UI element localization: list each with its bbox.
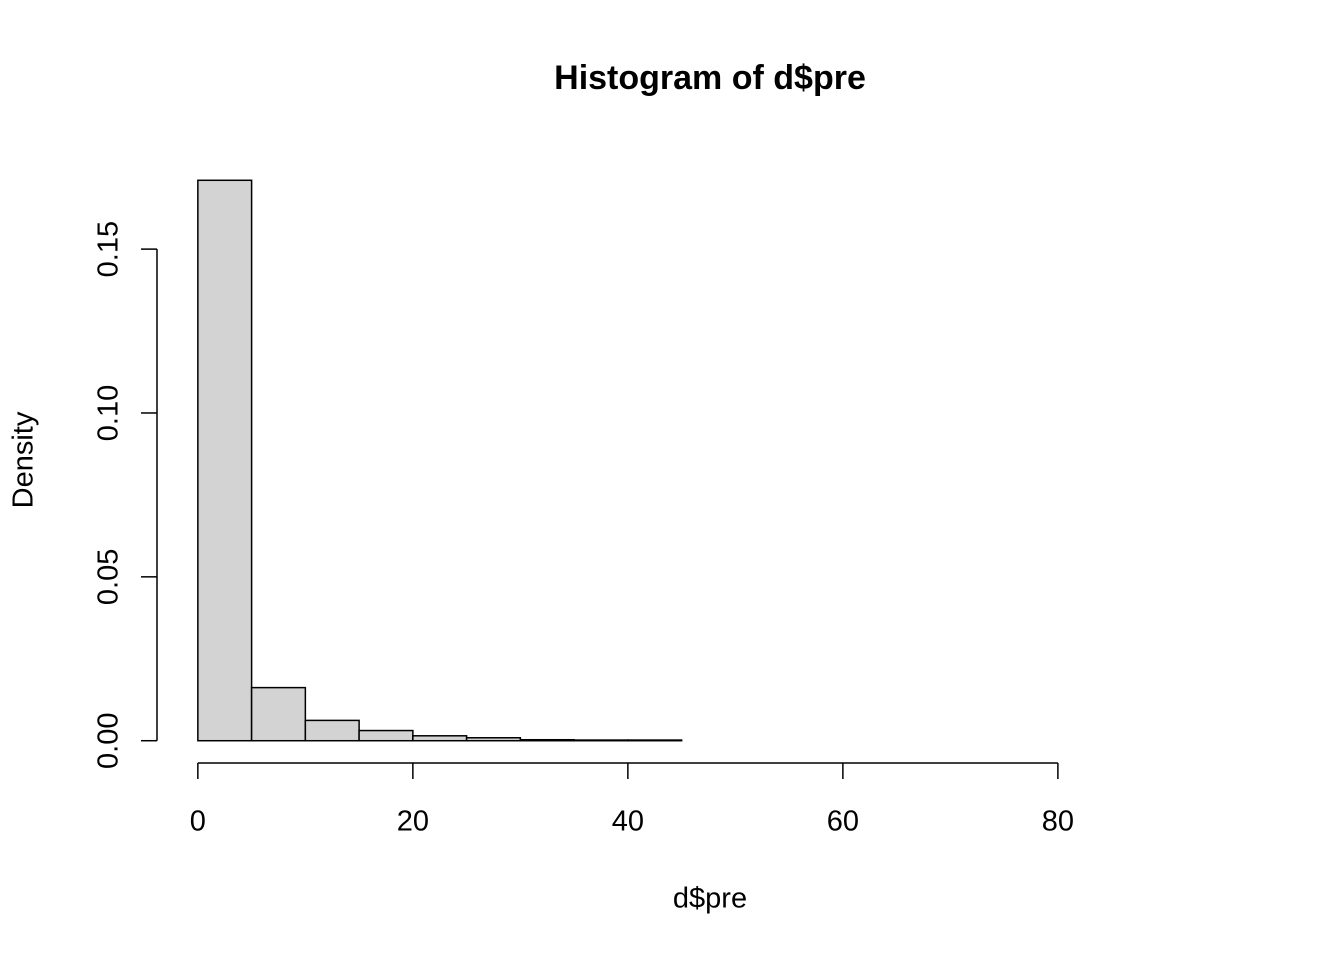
chart-title: Histogram of d$pre xyxy=(554,59,866,97)
bar xyxy=(197,179,253,742)
bar xyxy=(627,739,683,742)
x-tick-label: 0 xyxy=(190,806,206,838)
bar xyxy=(304,719,360,742)
x-tick-label: 20 xyxy=(397,806,429,838)
x-tick-label: 80 xyxy=(1042,806,1074,838)
bar xyxy=(465,737,522,742)
y-tick-label: 0.10 xyxy=(93,385,125,441)
x-tick-label: 60 xyxy=(827,806,859,838)
bar xyxy=(358,729,414,742)
bar xyxy=(250,686,307,742)
y-axis-label: Density xyxy=(8,411,40,508)
bar xyxy=(412,735,468,742)
x-tick-label: 40 xyxy=(612,806,644,838)
y-tick-label: 0.00 xyxy=(93,712,125,768)
y-tick-label: 0.15 xyxy=(93,221,125,277)
x-axis-label: d$pre xyxy=(673,883,747,915)
bar xyxy=(573,739,629,742)
bar xyxy=(519,738,575,742)
y-tick-label: 0.05 xyxy=(93,549,125,605)
